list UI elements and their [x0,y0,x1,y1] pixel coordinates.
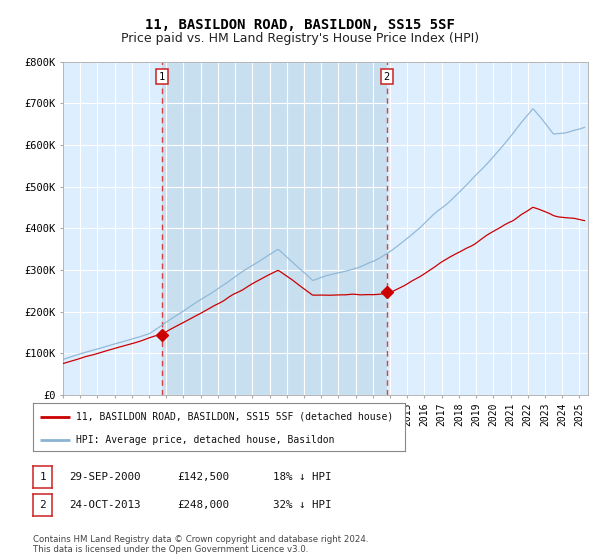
Text: 2: 2 [39,500,46,510]
Text: Price paid vs. HM Land Registry's House Price Index (HPI): Price paid vs. HM Land Registry's House … [121,32,479,45]
Text: HPI: Average price, detached house, Basildon: HPI: Average price, detached house, Basi… [76,435,334,445]
Text: 24-OCT-2013: 24-OCT-2013 [69,500,140,510]
Text: Contains HM Land Registry data © Crown copyright and database right 2024.
This d: Contains HM Land Registry data © Crown c… [33,535,368,554]
Text: 32% ↓ HPI: 32% ↓ HPI [273,500,331,510]
Bar [162,62,387,395]
Text: 29-SEP-2000: 29-SEP-2000 [69,472,140,482]
Text: 11, BASILDON ROAD, BASILDON, SS15 5SF (detached house): 11, BASILDON ROAD, BASILDON, SS15 5SF (d… [76,412,393,422]
Text: 1: 1 [159,72,165,82]
Text: 18% ↓ HPI: 18% ↓ HPI [273,472,331,482]
Text: 11, BASILDON ROAD, BASILDON, SS15 5SF: 11, BASILDON ROAD, BASILDON, SS15 5SF [145,18,455,32]
Text: £248,000: £248,000 [177,500,229,510]
Text: 2: 2 [383,72,390,82]
Text: 1: 1 [39,472,46,482]
Text: £142,500: £142,500 [177,472,229,482]
